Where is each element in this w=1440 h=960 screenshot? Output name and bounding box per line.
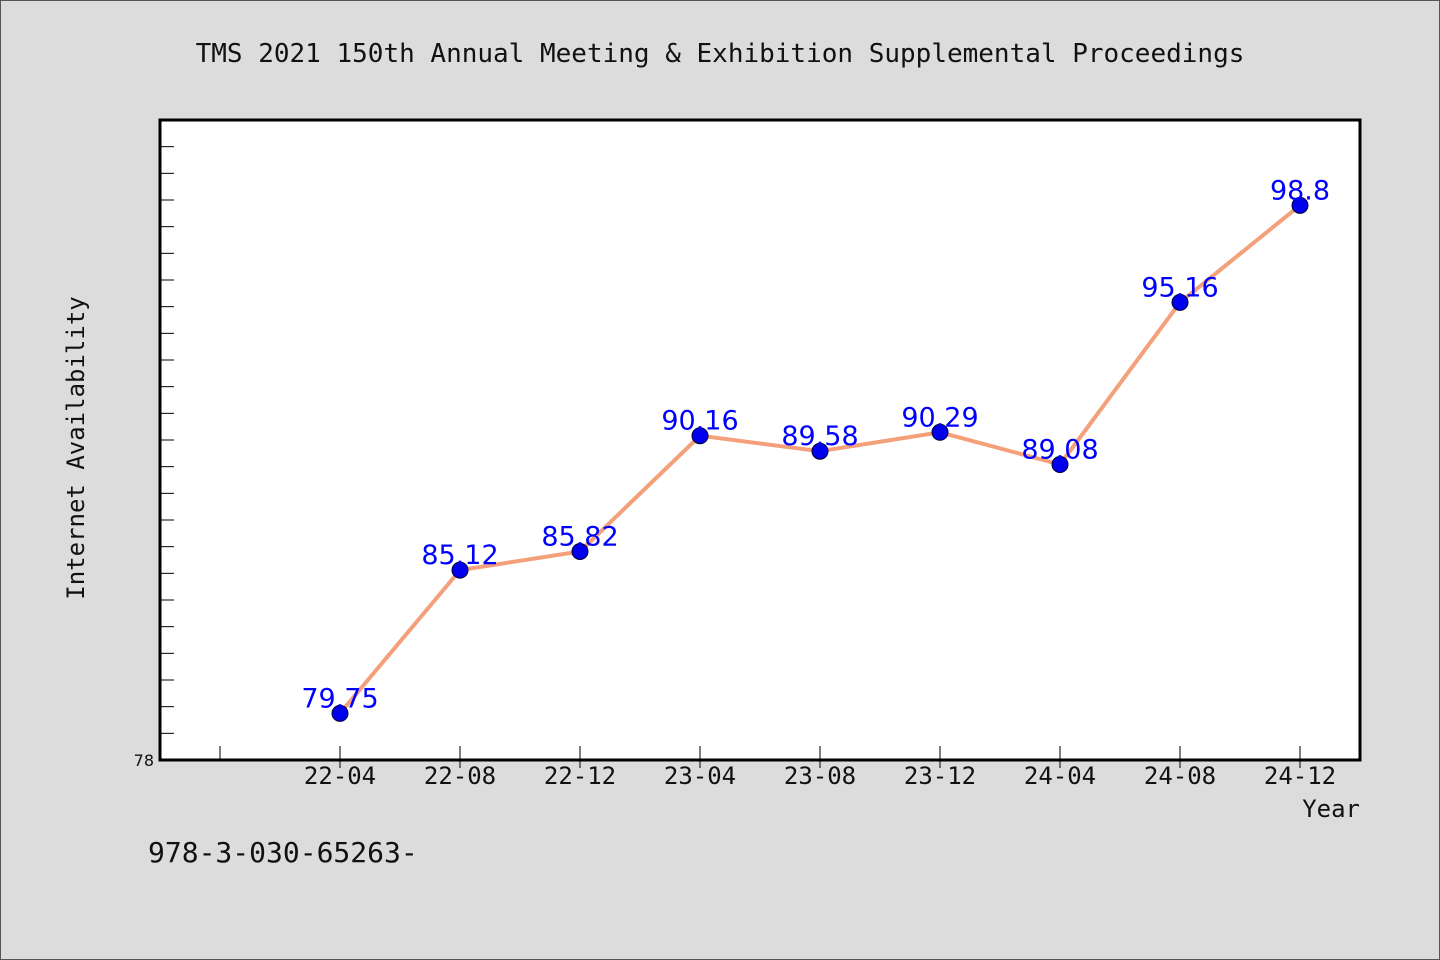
x-axis-tick-labels: 22-04 22-08 22-12 23-04 23-08 23-12 24-04 24-08… xyxy=(304,762,1336,790)
data-point xyxy=(1291,196,1309,214)
y-tick-label: 78 xyxy=(134,751,154,770)
x-tick-label: 23-08 xyxy=(784,762,856,790)
data-point xyxy=(1171,293,1189,311)
data-point xyxy=(931,423,949,441)
x-tick-label: 24-04 xyxy=(1024,762,1096,790)
data-label: 95.16 xyxy=(1141,272,1218,303)
x-tick-label: 24-12 xyxy=(1264,762,1336,790)
x-tick-label: 24-08 xyxy=(1144,762,1216,790)
footer-text: 978-3-030-65263- xyxy=(148,836,418,869)
chart-title: TMS 2021 150th Annual Meeting & Exhibiti… xyxy=(196,39,1245,69)
plot-area xyxy=(158,118,1362,762)
x-tick-label: 23-04 xyxy=(664,762,736,790)
data-point xyxy=(1051,456,1069,474)
data-label: 90.16 xyxy=(661,406,738,437)
data-point xyxy=(691,427,709,445)
x-tick-label: 22-08 xyxy=(424,762,496,790)
series-markers xyxy=(331,196,1309,722)
data-label: 89.08 xyxy=(1021,435,1098,466)
data-label: 85.82 xyxy=(541,521,618,552)
x-axis-label: Year xyxy=(1302,795,1360,823)
data-point xyxy=(331,704,349,722)
x-axis-ticks xyxy=(219,746,1301,768)
x-tick-label: 23-12 xyxy=(904,762,976,790)
x-tick-label: 22-12 xyxy=(544,762,616,790)
data-label: 85.12 xyxy=(421,540,498,571)
y-axis-label: Internet Availability xyxy=(62,296,90,599)
y-axis-ticks xyxy=(160,146,174,734)
y-axis-tick-labels: 78 xyxy=(134,751,154,770)
data-point xyxy=(451,561,469,579)
x-tick-label: 22-04 xyxy=(304,762,376,790)
data-label: 98.8 xyxy=(1270,175,1330,206)
data-point xyxy=(571,542,589,560)
data-label: 90.29 xyxy=(901,402,978,433)
data-label: 89.58 xyxy=(781,421,858,452)
data-labels: 79.75 85.12 85.82 90.16 89.58 90.29 89.08 95.16… xyxy=(301,175,1330,714)
data-point xyxy=(811,442,829,460)
data-label: 79.75 xyxy=(301,683,378,714)
